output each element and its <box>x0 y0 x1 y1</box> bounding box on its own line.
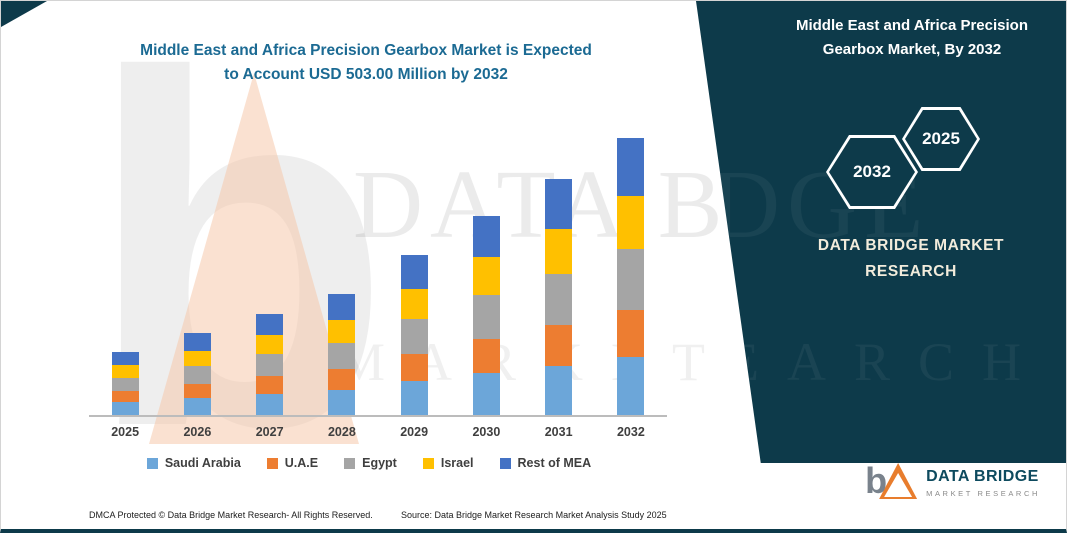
footer-dmca-text: DMCA Protected © Data Bridge Market Rese… <box>89 510 373 520</box>
panel-heading-line1: Middle East and Africa Precision <box>795 17 1028 34</box>
bar-segment-israel-2031 <box>545 228 573 274</box>
hexagon-2025: 2025 <box>902 107 980 171</box>
bar-2026 <box>161 333 233 415</box>
bar-2030 <box>450 215 522 415</box>
legend-swatch-israel <box>422 457 434 469</box>
x-axis-label-2032: 2032 <box>616 425 645 439</box>
bar-segment-rest-of-mea-2029 <box>400 255 428 289</box>
databridge-logo: b DATA BRIDGE MARKET RESEARCH <box>865 460 1040 505</box>
bar-segment-u-a-e-2026 <box>183 384 211 398</box>
bar-segment-israel-2028 <box>328 319 356 343</box>
x-axis-label-2028: 2028 <box>327 425 356 439</box>
side-panel: DGE EARCH Middle East and Africa Precisi… <box>696 1 1066 463</box>
logo-b-letter: b <box>865 460 888 501</box>
bar-segment-u-a-e-2032 <box>617 309 645 357</box>
legend-item-egypt: Egypt <box>344 456 397 470</box>
legend-item-u-a-e: U.A.E <box>266 456 319 470</box>
chart-title: Middle East and Africa Precision Gearbox… <box>101 39 631 87</box>
x-axis-label-2026: 2026 <box>183 425 212 439</box>
legend-label-israel: Israel <box>440 456 474 470</box>
legend-item-israel: Israel <box>422 456 474 470</box>
logo-tagline-text: MARKET RESEARCH <box>926 489 1040 498</box>
legend-swatch-rest-of-mea <box>499 457 511 469</box>
bar-2029 <box>378 255 450 415</box>
bar-segment-rest-of-mea-2027 <box>256 313 284 336</box>
bar-segment-egypt-2028 <box>328 342 356 370</box>
bar-2025 <box>89 352 161 415</box>
plot-area <box>89 107 667 417</box>
bar-segment-egypt-2030 <box>472 295 500 340</box>
chart-title-line2: to Account USD 503.00 Million by 2032 <box>224 66 508 84</box>
chart-title-line1: Middle East and Africa Precision Gearbox… <box>140 42 592 59</box>
legend-label-saudi-arabia: Saudi Arabia <box>164 456 241 470</box>
bar-segment-u-a-e-2029 <box>400 354 428 382</box>
bar-segment-egypt-2026 <box>183 365 211 385</box>
bar-2027 <box>234 313 306 415</box>
footer-source-text: Source: Data Bridge Market Research Mark… <box>401 510 667 520</box>
bar-segment-israel-2030 <box>472 257 500 296</box>
bar-segment-u-a-e-2031 <box>545 325 573 366</box>
bar-segment-rest-of-mea-2030 <box>472 215 500 258</box>
bar-2028 <box>306 293 378 415</box>
bar-segment-saudi-arabia-2026 <box>183 397 211 415</box>
panel-heading: Middle East and Africa Precision Gearbox… <box>768 14 1056 62</box>
panel-brand-line2: RESEARCH <box>865 262 957 280</box>
hexagon-2025-label: 2025 <box>905 110 977 168</box>
bar-segment-u-a-e-2025 <box>111 391 139 402</box>
bar-segment-saudi-arabia-2025 <box>111 401 139 415</box>
bar-segment-israel-2029 <box>400 288 428 320</box>
x-axis-label-2030: 2030 <box>472 425 501 439</box>
bar-segment-u-a-e-2030 <box>472 339 500 374</box>
panel-heading-line2: Gearbox Market, By 2032 <box>822 41 1002 58</box>
legend: Saudi Arabia U.A.E Egypt Israel Rest of MEA <box>49 456 689 470</box>
bar-segment-u-a-e-2027 <box>256 376 284 394</box>
panel-brand-line1: DATA BRIDGE MARKET <box>817 237 1005 254</box>
bar-segment-rest-of-mea-2026 <box>183 333 211 351</box>
bar-segment-israel-2032 <box>617 196 645 249</box>
x-axis-label-2031: 2031 <box>544 425 573 439</box>
legend-swatch-u-a-e <box>266 457 278 469</box>
legend-item-rest-of-mea: Rest of MEA <box>499 456 592 470</box>
bar-segment-saudi-arabia-2028 <box>328 389 356 415</box>
bar-segment-saudi-arabia-2032 <box>617 356 645 415</box>
hexagon-2032-label: 2032 <box>829 138 915 206</box>
panel-watermark-fragment2: EARCH <box>726 332 1050 392</box>
legend-swatch-egypt <box>344 457 356 469</box>
bar-segment-israel-2026 <box>183 350 211 366</box>
bar-segment-rest-of-mea-2031 <box>545 179 573 229</box>
bar-segment-saudi-arabia-2027 <box>256 393 284 415</box>
databridge-logo-icon: b <box>865 460 918 505</box>
bar-segment-egypt-2027 <box>256 354 284 377</box>
bar-segment-saudi-arabia-2029 <box>400 381 428 415</box>
bar-segment-egypt-2025 <box>111 377 139 392</box>
bar-segment-saudi-arabia-2031 <box>545 365 573 415</box>
bar-segment-israel-2027 <box>256 335 284 355</box>
legend-label-rest-of-mea: Rest of MEA <box>517 456 592 470</box>
logo-name-text: DATA BRIDGE <box>926 468 1039 485</box>
bar-segment-egypt-2031 <box>545 273 573 326</box>
legend-label-egypt: Egypt <box>362 456 397 470</box>
x-axis-label-2027: 2027 <box>255 425 284 439</box>
bar-segment-egypt-2029 <box>400 319 428 355</box>
legend-swatch-saudi-arabia <box>146 457 158 469</box>
bar-segment-rest-of-mea-2028 <box>328 293 356 320</box>
x-axis-label-2025: 2025 <box>111 425 140 439</box>
bar-segment-egypt-2032 <box>617 248 645 310</box>
panel-brand-text: DATA BRIDGE MARKET RESEARCH <box>761 233 1061 284</box>
bar-2031 <box>523 179 595 415</box>
x-axis-label-2029: 2029 <box>400 425 429 439</box>
legend-item-saudi-arabia: Saudi Arabia <box>146 456 241 470</box>
bar-segment-israel-2025 <box>111 365 139 378</box>
bar-segment-u-a-e-2028 <box>328 369 356 390</box>
bar-2032 <box>595 138 667 415</box>
legend-label-u-a-e: U.A.E <box>284 456 319 470</box>
databridge-logo-text: DATA BRIDGE MARKET RESEARCH <box>926 468 1040 498</box>
bar-segment-saudi-arabia-2030 <box>472 373 500 415</box>
x-axis-labels: 2025 2026 2027 2028 2029 2030 2031 2032 <box>89 425 667 439</box>
corner-accent-triangle <box>1 1 47 27</box>
bar-segment-rest-of-mea-2032 <box>617 138 645 197</box>
bar-segment-rest-of-mea-2025 <box>111 352 139 366</box>
